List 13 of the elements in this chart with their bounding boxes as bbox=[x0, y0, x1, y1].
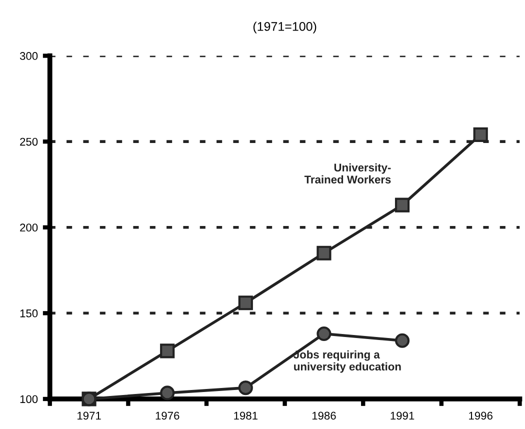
series-label: University- Trained Workers bbox=[304, 163, 391, 184]
y-tick-label: 250 bbox=[20, 138, 38, 146]
x-tick-label: 1996 bbox=[469, 412, 492, 420]
x-tick-label: 1991 bbox=[390, 412, 414, 420]
y-tick-label: 150 bbox=[20, 309, 38, 318]
y-tick-label: 100 bbox=[20, 395, 38, 404]
chart-title: (1971=100) bbox=[253, 22, 316, 34]
x-tick-label: 1981 bbox=[234, 412, 258, 420]
y-tick-label: 300 bbox=[20, 52, 38, 60]
x-tick-label: 1976 bbox=[156, 412, 180, 420]
x-tick-label: 1971 bbox=[78, 412, 101, 420]
x-tick-label: 1986 bbox=[312, 412, 336, 420]
y-tick-label: 200 bbox=[20, 224, 38, 232]
